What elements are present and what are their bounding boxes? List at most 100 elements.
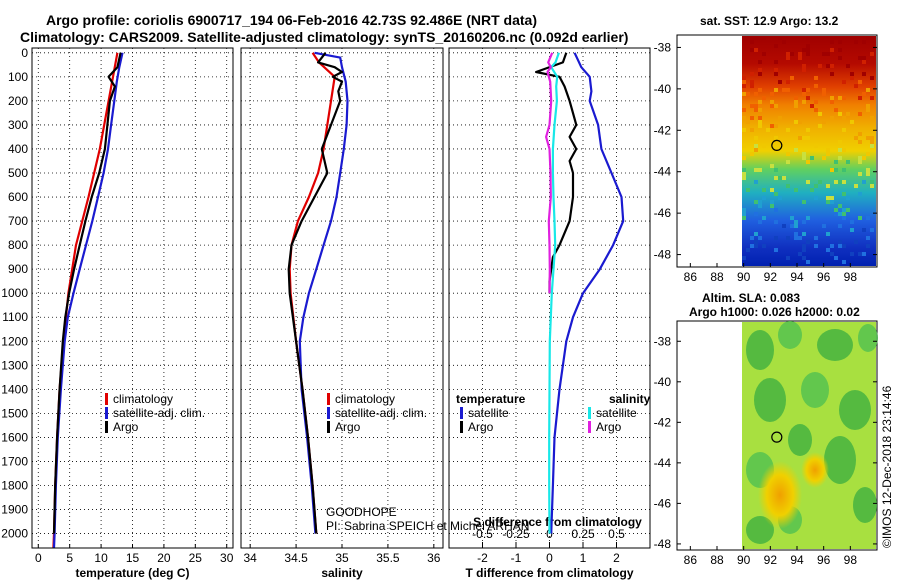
- sst-pixel: [826, 248, 830, 252]
- sst-pixel: [754, 244, 758, 248]
- sst-pixel: [802, 256, 806, 260]
- sla-anomaly-blob: [746, 330, 774, 370]
- sst-pixel: [842, 212, 846, 216]
- title-line-1: Argo profile: coriolis 6900717_194 06-Fe…: [46, 12, 537, 28]
- sla-anomaly-blob: [858, 324, 878, 352]
- sla-anomaly-blob: [801, 372, 829, 408]
- sst-pixel: [838, 56, 842, 60]
- sst-pixel: [858, 160, 862, 164]
- sst-pixel: [798, 120, 802, 124]
- map-lat-label: -46: [654, 206, 672, 220]
- sst-pixel: [806, 216, 810, 220]
- sst-pixel: [842, 260, 846, 264]
- plot-frame: [31, 47, 234, 549]
- map-lat-label: -38: [654, 40, 672, 54]
- x-tick-label: 5: [66, 551, 73, 565]
- sst-pixel: [838, 224, 842, 228]
- sst-pixel: [770, 200, 774, 204]
- sst-map: sat. SST: 12.9 Argo: 13.2: [654, 14, 878, 284]
- sla-anomaly-blob: [839, 390, 871, 430]
- sst-pixel: [866, 236, 870, 240]
- sst-pixel: [786, 160, 790, 164]
- sst-pixel: [742, 144, 746, 148]
- sst-pixel: [750, 104, 754, 108]
- sst-pixel: [814, 144, 818, 148]
- depth-tick-label: 1800: [1, 479, 28, 493]
- map-lat-label: -42: [654, 415, 672, 429]
- sst-pixel: [842, 192, 846, 196]
- sst-pixel: [742, 92, 746, 96]
- sst-pixel: [870, 144, 874, 148]
- x2-tick-label: 0: [546, 527, 553, 541]
- x-axis-label: temperature (deg C): [75, 566, 189, 580]
- sst-pixel: [742, 168, 746, 172]
- sst-pixel: [802, 48, 806, 52]
- sst-pixel: [770, 92, 774, 96]
- sst-pixel: [866, 88, 870, 92]
- sst-pixel: [746, 188, 750, 192]
- depth-tick-label: 1600: [1, 430, 28, 444]
- sst-pixel: [866, 104, 870, 108]
- sst-pixel: [762, 244, 766, 248]
- legend-label-sal-satellite: satellite: [596, 406, 637, 420]
- sst-pixel: [834, 212, 838, 216]
- sst-pixel: [842, 208, 846, 212]
- sst-pixel: [750, 244, 754, 248]
- sst-pixel: [774, 88, 778, 92]
- sst-pixel: [762, 144, 766, 148]
- sst-pixel: [854, 40, 858, 44]
- sst-pixel: [842, 168, 846, 172]
- sst-pixel: [850, 228, 854, 232]
- salinity-panel: 34 34.5 35 35.5 36 salinity: [240, 47, 444, 580]
- sst-pixel: [814, 108, 818, 112]
- sst-pixel: [826, 200, 830, 204]
- sst-pixel: [866, 216, 870, 220]
- sst-pixel: [786, 256, 790, 260]
- sst-pixel: [750, 152, 754, 156]
- sst-pixel: [806, 88, 810, 92]
- difference-panel: -2 -1 0 1 2 -0.5 -0.25 0 0.25 0.5S difference fro…: [448, 47, 651, 580]
- sst-pixel: [842, 244, 846, 248]
- sst-pixel: [778, 36, 782, 40]
- sst-pixel: [818, 180, 822, 184]
- x2-tick-label: -0.25: [502, 527, 530, 541]
- sst-pixel: [814, 76, 818, 80]
- sst-pixel: [814, 84, 818, 88]
- sst-pixel: [770, 204, 774, 208]
- x-tick-label: 1: [580, 551, 587, 565]
- sst-pixel: [814, 244, 818, 248]
- sst-pixel: [802, 220, 806, 224]
- x-tick-label: 36: [427, 551, 441, 565]
- sst-pixel: [746, 92, 750, 96]
- sst-pixel: [754, 104, 758, 108]
- sst-pixel: [806, 160, 810, 164]
- sst-pixel: [830, 100, 834, 104]
- sst-pixel: [762, 96, 766, 100]
- sst-pixel: [774, 236, 778, 240]
- sst-pixel: [798, 252, 802, 256]
- sst-pixel: [858, 80, 862, 84]
- sst-pixel: [830, 196, 834, 200]
- legend-label-temp-satellite: satellite: [468, 406, 509, 420]
- sst-pixel: [806, 260, 810, 264]
- sst-pixel: [754, 36, 758, 40]
- sst-pixel: [802, 88, 806, 92]
- series-line: [287, 52, 344, 534]
- sst-pixel: [778, 196, 782, 200]
- sst-pixel: [758, 236, 762, 240]
- plot-frame: [240, 47, 444, 549]
- legend-label-satellite: satellite-adj. clim.: [335, 406, 427, 420]
- sst-pixel: [758, 116, 762, 120]
- map-lon-label: 88: [710, 553, 724, 567]
- sst-pixel: [754, 168, 758, 172]
- sst-pixel: [742, 128, 746, 132]
- sst-pixel: [830, 64, 834, 68]
- x-tick-label: 15: [126, 551, 140, 565]
- sst-pixel: [806, 240, 810, 244]
- sst-pixel: [862, 60, 866, 64]
- sst-pixel: [822, 92, 826, 96]
- sst-pixel: [802, 152, 806, 156]
- sst-pixel: [758, 72, 762, 76]
- sst-pixel: [846, 112, 850, 116]
- sst-pixel: [742, 76, 746, 80]
